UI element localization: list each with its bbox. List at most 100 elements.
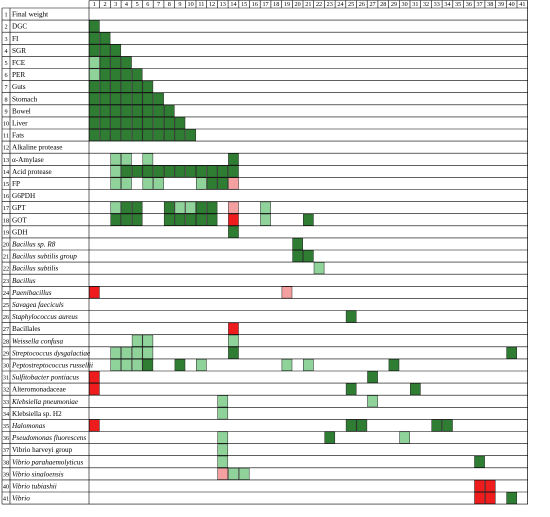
cell-r24-c1 <box>89 286 100 299</box>
heatmap-grid <box>1 0 529 505</box>
cell-r13-c14 <box>228 153 239 166</box>
cell-r10-c6 <box>142 116 154 129</box>
column-label-41: 41 <box>519 1 525 8</box>
cell-r14-c13 <box>217 165 229 178</box>
cell-r29-c40 <box>506 346 517 359</box>
column-label-3: 3 <box>114 1 117 8</box>
cell-r17-c8 <box>163 201 175 214</box>
cell-r15-c11 <box>196 177 207 190</box>
row-label-15: FP <box>12 180 20 188</box>
row-number-29: 29 <box>3 350 9 357</box>
cell-r35-c25 <box>345 419 357 432</box>
row-label-6: PER <box>12 71 25 79</box>
cell-r11-c8 <box>163 129 175 142</box>
cell-r10-c8 <box>163 116 175 129</box>
cell-r15-c6 <box>142 177 154 190</box>
cell-r36-c13 <box>217 431 229 444</box>
row-label-21: Bacillus subtilis group <box>12 253 77 261</box>
cell-r35-c26 <box>356 419 368 432</box>
row-label-23: Bacillus <box>12 277 36 285</box>
row-number-32: 32 <box>3 387 9 394</box>
column-label-1: 1 <box>93 1 96 8</box>
cell-r18-c21 <box>303 213 314 226</box>
row-label-40: Vibrio tubiashii <box>12 482 57 490</box>
row-number-7: 7 <box>4 84 7 91</box>
row-number-26: 26 <box>3 314 9 321</box>
cell-r6-c4 <box>121 68 132 81</box>
column-label-32: 32 <box>423 1 429 8</box>
cell-r27-c14 <box>228 322 239 335</box>
cell-r4-c2 <box>99 44 111 57</box>
column-label-15: 15 <box>241 1 247 8</box>
column-label-20: 20 <box>295 1 301 8</box>
column-label-9: 9 <box>178 1 181 8</box>
cell-r26-c25 <box>345 310 357 323</box>
row-number-12: 12 <box>3 145 9 152</box>
row-label-35: Halomonas <box>11 422 45 430</box>
cell-r18-c10 <box>185 213 196 226</box>
cell-r14-c12 <box>206 165 218 178</box>
cell-r18-c17 <box>260 213 271 226</box>
cell-r17-c9 <box>174 201 186 214</box>
cell-r21-c21 <box>303 250 314 263</box>
row-number-38: 38 <box>3 459 9 466</box>
cell-r8-c1 <box>89 92 100 105</box>
row-number-2: 2 <box>4 24 7 31</box>
column-label-40: 40 <box>509 1 515 8</box>
cell-r28-c6 <box>142 334 154 347</box>
column-label-30: 30 <box>402 1 408 8</box>
cell-r37-c13 <box>217 443 229 456</box>
cell-r17-c5 <box>131 201 143 214</box>
cell-r34-c13 <box>217 407 229 420</box>
cell-r7-c5 <box>131 80 143 93</box>
cell-r18-c4 <box>121 213 132 226</box>
cell-r14-c5 <box>131 165 143 178</box>
heatmap-labels: 1 2 3 4 5 6 7 8 9 10 11 12 13 14 15 16 17 18 19 20 21 22 23 24 2… <box>3 1 526 503</box>
row-number-37: 37 <box>3 447 9 454</box>
cell-r20-c20 <box>292 237 303 250</box>
cell-r30-c3 <box>110 358 122 371</box>
cell-r29-c4 <box>121 346 132 359</box>
row-number-20: 20 <box>3 241 9 248</box>
row-number-17: 17 <box>3 205 9 212</box>
cell-r10-c7 <box>153 116 164 129</box>
column-label-22: 22 <box>316 1 322 8</box>
column-label-26: 26 <box>359 1 365 8</box>
column-label-19: 19 <box>284 1 290 8</box>
cell-r4-c1 <box>89 44 100 57</box>
cell-r30-c11 <box>196 358 207 371</box>
cell-r14-c8 <box>163 165 175 178</box>
cell-r5-c4 <box>121 56 132 69</box>
row-label-34: Klebsiella sp. H2 <box>12 410 62 418</box>
cell-r11-c10 <box>185 129 196 142</box>
cell-r30-c4 <box>121 358 132 371</box>
row-label-29: Streptococcus dysgalactiae <box>12 349 91 357</box>
cell-r38-c37 <box>474 455 485 468</box>
column-label-12: 12 <box>209 1 215 8</box>
cell-r18-c8 <box>163 213 175 226</box>
cell-r30-c19 <box>281 358 293 371</box>
row-number-40: 40 <box>3 483 9 490</box>
column-label-28: 28 <box>380 1 386 8</box>
cell-r18-c11 <box>196 213 207 226</box>
cell-r4-c3 <box>110 44 122 57</box>
cell-r36-c30 <box>399 431 410 444</box>
row-number-13: 13 <box>3 157 9 164</box>
cell-r14-c7 <box>153 165 164 178</box>
row-label-13: α-Amylase <box>12 156 44 164</box>
row-number-19: 19 <box>3 229 9 236</box>
row-label-3: FI <box>12 35 19 43</box>
column-label-13: 13 <box>220 1 226 8</box>
column-label-21: 21 <box>305 1 311 8</box>
cell-r18-c14 <box>228 213 239 226</box>
column-label-35: 35 <box>455 1 461 8</box>
row-number-23: 23 <box>3 278 9 285</box>
column-label-16: 16 <box>252 1 258 8</box>
cell-r18-c5 <box>131 213 143 226</box>
row-number-11: 11 <box>3 133 9 140</box>
cell-r11-c4 <box>121 129 132 142</box>
row-number-1: 1 <box>4 12 7 19</box>
cell-r6-c3 <box>110 68 122 81</box>
column-label-34: 34 <box>444 1 450 8</box>
cell-r14-c14 <box>228 165 239 178</box>
